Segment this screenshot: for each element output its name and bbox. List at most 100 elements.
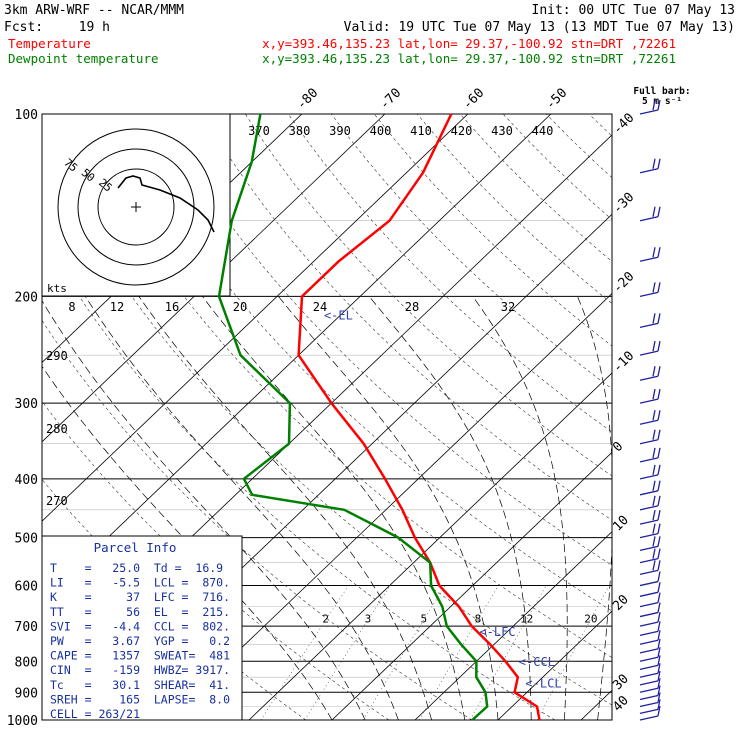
theta-left-tick-label: 280 xyxy=(46,422,68,436)
wind-barb-feather xyxy=(657,99,661,111)
temperature-tick-label: -50 xyxy=(543,86,570,113)
hodograph-ring xyxy=(57,128,215,286)
wind-barb xyxy=(639,715,659,721)
wind-barb xyxy=(639,168,659,174)
dry-adiabat-line xyxy=(545,114,612,179)
wind-barb xyxy=(639,569,659,575)
theta-tick-label: 440 xyxy=(532,124,554,138)
mixing-ratio-label: 2 xyxy=(322,612,329,625)
isotherm-line xyxy=(42,114,386,443)
chart-header: 3km ARW-WRF -- NCAR/MMM Init: 00 UTC Tue… xyxy=(4,3,735,66)
parcel-info-table: Parcel Info T = 25.0 Td = 16.9LI = -5.5 L… xyxy=(41,535,243,721)
dewpoint-profile xyxy=(217,113,489,721)
wind-barb-feather xyxy=(652,523,656,534)
pressure-tick-label: 400 xyxy=(15,473,38,488)
wind-barb-feather xyxy=(657,705,661,717)
theta-left-tick-label: 290 xyxy=(46,349,68,363)
wind-barb-feather xyxy=(652,341,656,352)
dry-adiabat-line xyxy=(331,114,612,390)
mixing-ratio-line xyxy=(304,585,391,720)
moist-adiabat-line xyxy=(138,296,432,720)
parcel-info-row: PW = 3.67 YGP = 0.2 xyxy=(50,634,230,648)
level-marker-label: <-EL xyxy=(324,308,353,322)
wind-barb-feather xyxy=(657,282,661,293)
wind-barb xyxy=(639,505,659,511)
forecast-hour: 19 h xyxy=(79,20,110,35)
wind-barb-feather xyxy=(657,699,661,710)
wind-barb-feather xyxy=(657,429,661,440)
dry-adiabat-line xyxy=(42,234,556,720)
wind-barb-feather xyxy=(652,447,656,458)
parcel-info-row: SVI = -4.4 CCL = 802. xyxy=(50,619,230,633)
isotherm-line xyxy=(165,293,612,720)
parcel-info-box xyxy=(41,535,243,721)
wind-barb xyxy=(639,109,659,115)
theta-tick-label: 430 xyxy=(491,124,513,138)
temperature-tick-label: -60 xyxy=(460,86,487,113)
wind-barb xyxy=(639,350,659,356)
wind-barb-column xyxy=(639,99,661,721)
wind-barb-feather xyxy=(657,560,661,571)
plot-frame xyxy=(41,113,613,721)
wind-barb xyxy=(639,687,659,693)
parcel-info-title: Parcel Info xyxy=(94,540,177,555)
init-time: Init: 00 UTC Tue 07 May 13 xyxy=(532,3,736,18)
wind-barb-feather xyxy=(657,638,661,650)
isotherm-line xyxy=(664,114,740,720)
moist-adiabat-line xyxy=(368,296,532,720)
wind-barb-feather xyxy=(657,341,661,352)
wind-barb-feather xyxy=(657,592,661,603)
wind-barb xyxy=(639,545,659,552)
wind-barb xyxy=(639,474,659,480)
theta-tick-label: 420 xyxy=(451,124,473,138)
wind-speed-tick-label: 8 xyxy=(68,300,75,314)
barb-legend-units: 5 m s⁻¹ xyxy=(642,96,682,107)
wind-barb-feather xyxy=(657,571,661,582)
wind-speed-tick-label: 20 xyxy=(233,300,247,314)
wind-barb xyxy=(639,457,659,463)
wind-barb-feather xyxy=(652,495,656,506)
wind-barb xyxy=(639,322,659,329)
mixing-ratio-line xyxy=(260,585,349,720)
wind-barb xyxy=(639,648,659,654)
wind-barb-feather xyxy=(657,509,661,521)
dry-adiabat-line xyxy=(42,400,390,720)
wind-barb xyxy=(639,256,659,262)
wind-barb-feather xyxy=(657,655,661,666)
wind-speed-tick-label: 24 xyxy=(313,300,327,314)
wind-speed-tick-label: 16 xyxy=(165,300,179,314)
wind-barb xyxy=(639,439,659,445)
wind-barb xyxy=(639,639,659,645)
theta-tick-label: 410 xyxy=(410,124,432,138)
dry-adiabat-line xyxy=(73,114,612,658)
dry-adiabat-line xyxy=(42,140,612,706)
wind-barb-feather xyxy=(652,389,656,400)
temperature-tick-label: 0 xyxy=(610,439,626,455)
wind-barb xyxy=(639,216,659,222)
isotherm-line xyxy=(331,451,612,720)
temperature-tick-label: -40 xyxy=(610,111,637,138)
dry-adiabat-line xyxy=(42,319,473,720)
wind-barb-feather xyxy=(657,692,661,703)
level-marker-label: <-LCL xyxy=(525,676,561,690)
wind-barb-feather xyxy=(652,247,656,258)
dry-adiabat-line xyxy=(202,114,612,521)
temperature-tick-label: 40 xyxy=(610,693,632,715)
parcel-info-row: LI = -5.5 LCL = 870. xyxy=(50,576,230,590)
wind-barb-feather xyxy=(652,410,656,421)
temperature-tick-label: -30 xyxy=(610,190,637,217)
wind-barb-feather xyxy=(657,630,661,641)
isotherm-line xyxy=(248,372,612,720)
wind-barb xyxy=(639,611,659,618)
barb-legend-title: Full barb: xyxy=(633,86,690,97)
parcel-info-row: CAPE = 1357 SWEAT= 481 xyxy=(50,649,230,663)
theta-tick-label: 380 xyxy=(289,124,311,138)
wind-barb-feather xyxy=(657,410,661,421)
pressure-tick-label: 600 xyxy=(15,580,38,595)
moist-adiabat-line xyxy=(85,296,399,720)
wind-barb xyxy=(639,680,659,686)
wind-barb-feather xyxy=(652,99,656,111)
wind-barb-feather xyxy=(657,647,661,658)
